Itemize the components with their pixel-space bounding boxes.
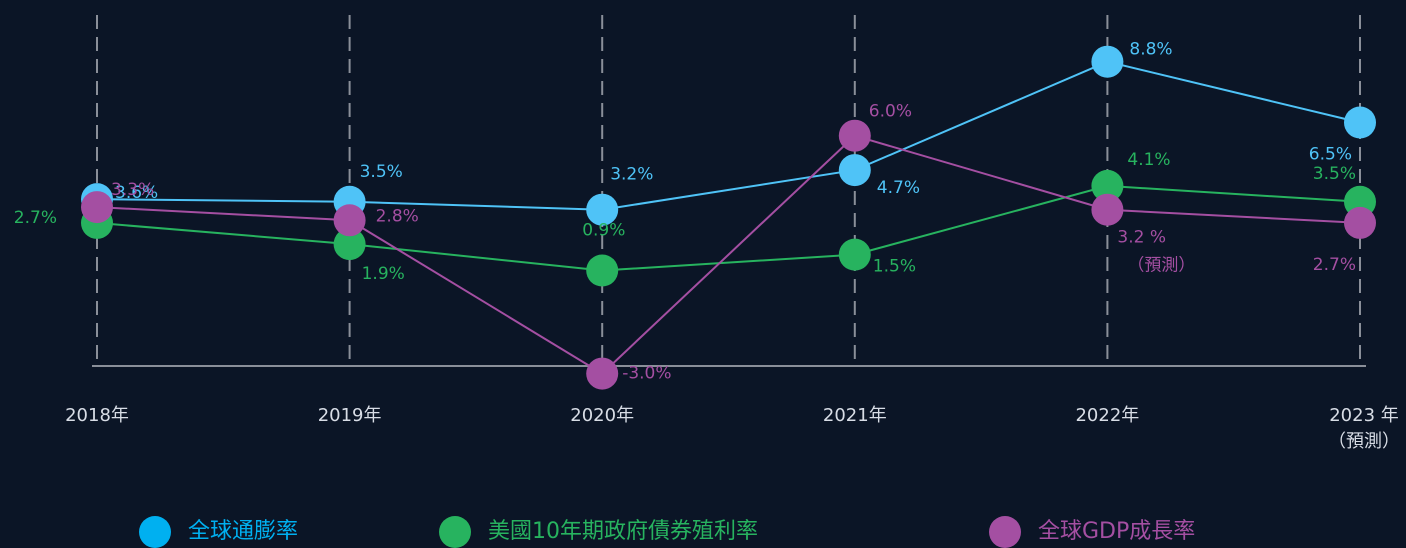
data-label: 3.6% [115,183,158,203]
legend-label: 全球GDP成長率 [1038,519,1195,544]
point [81,191,113,224]
data-label: 6.0% [869,102,912,122]
point [586,254,619,287]
data-label: 2.7% [14,208,57,228]
series-line [96,134,1361,375]
legend-label: 全球通膨率 [188,519,298,544]
point [586,193,619,226]
point [1091,45,1124,78]
x-tick-label: 2023 年 [1329,405,1399,426]
point [586,357,619,390]
data-label: 4.7% [877,178,920,198]
x-tick-label: 2018年 [65,405,129,426]
x-tick-note: （預測） [1328,431,1400,452]
data-label: 0.9% [582,221,625,241]
data-label: 4.1% [1127,150,1170,170]
legend-marker [989,516,1021,548]
data-label: 1.9% [362,264,405,284]
data-label: 2.7% [1313,255,1356,275]
data-label: 8.8% [1129,40,1172,60]
point [1344,106,1376,139]
data-label: 2.8% [376,206,419,226]
data-label: 3.2% [610,165,653,185]
x-tick-label: 2019年 [318,405,382,426]
data-label: -3.0% [622,364,671,384]
point [333,228,366,261]
x-tick-label: 2021年 [823,405,887,426]
legend-marker [439,516,471,548]
data-label: 6.5% [1309,145,1352,165]
point [838,119,871,152]
legend-marker [139,516,171,548]
data-label: 3.5% [1313,164,1356,184]
x-tick-label: 2022年 [1075,405,1139,426]
data-label: 3.3% [111,180,154,200]
series-line [96,184,1361,272]
point [838,154,871,187]
point [1091,169,1124,202]
data-label: 3.2 % [1117,228,1166,248]
data-label: 1.5% [873,257,916,277]
annotation: （預測） [1127,256,1195,276]
x-tick-label: 2020年 [570,405,634,426]
point [838,238,871,271]
point [1344,206,1376,239]
point [333,204,366,237]
series-line [96,60,1361,211]
legend-label: 美國10年期政府債券殖利率 [488,519,758,544]
point [1091,193,1124,226]
data-label: 3.5% [360,162,403,182]
